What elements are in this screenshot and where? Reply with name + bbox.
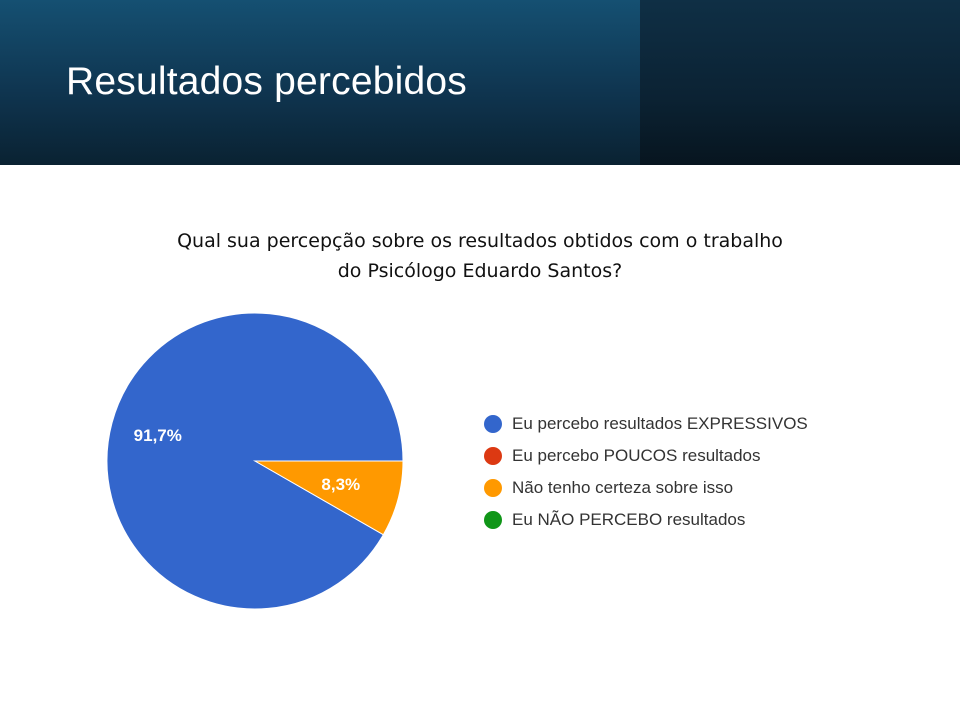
legend-swatch-3 (484, 511, 502, 529)
pie-slice-2 (253, 460, 404, 536)
chart-question: Qual sua percepção sobre os resultados o… (100, 226, 860, 286)
pie-label-0: 91,7% (134, 426, 182, 445)
legend-swatch-2 (484, 479, 502, 497)
legend-swatch-0 (484, 415, 502, 433)
legend-label-3: Eu NÃO PERCEBO resultados (512, 510, 746, 529)
legend-item-3: Eu NÃO PERCEBO resultados (484, 504, 808, 536)
header-banner: Resultados percebidos (0, 0, 960, 165)
legend-item-0: Eu percebo resultados EXPRESSIVOS (484, 408, 808, 440)
legend-label-1: Eu percebo POUCOS resultados (512, 446, 761, 465)
pie-chart: 91,7% 8,3% (106, 312, 404, 610)
pie-label-2: 8,3% (321, 475, 360, 494)
legend-item-1: Eu percebo POUCOS resultados (484, 440, 808, 472)
legend-label-2: Não tenho certeza sobre isso (512, 478, 734, 497)
legend-swatch-1 (484, 447, 502, 465)
chart-legend: Eu percebo resultados EXPRESSIVOS Eu perc… (484, 408, 808, 536)
question-line-1: Qual sua percepção sobre os resultados o… (177, 230, 783, 252)
header-right-panel (640, 0, 960, 165)
question-line-2: do Psicólogo Eduardo Santos? (337, 260, 623, 282)
legend-label-0: Eu percebo resultados EXPRESSIVOS (512, 414, 808, 433)
slide-title: Resultados percebidos (66, 60, 467, 103)
header-left-panel (0, 0, 640, 165)
legend-item-2: Não tenho certeza sobre isso (484, 472, 808, 504)
